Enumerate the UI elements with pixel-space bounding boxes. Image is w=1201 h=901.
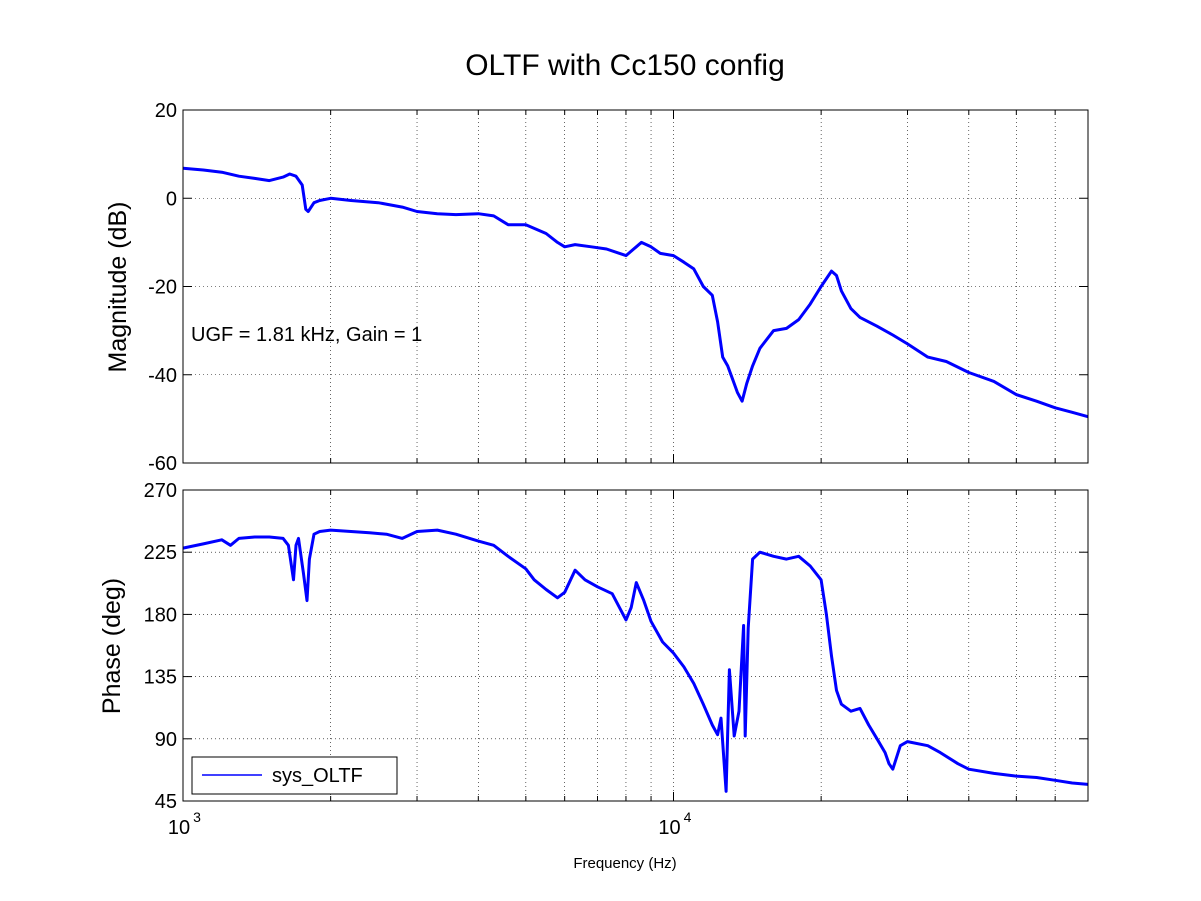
y-tick-label: 90	[155, 729, 177, 751]
legend-entry-sys-oltf: sys_OLTF	[272, 765, 363, 787]
magnitude-series-line	[182, 166, 1089, 419]
y-tick-label: 225	[144, 542, 177, 564]
phase-y-axis-label: Phase (deg)	[98, 578, 126, 714]
x-axis-label: Frequency (Hz)	[573, 855, 676, 872]
chart-title: OLTF with Cc150 config	[465, 49, 785, 82]
phase-series-line	[182, 528, 1089, 793]
x-tick-label-exponent: 3	[193, 809, 201, 825]
phase-grid	[183, 490, 1088, 801]
phase-axes-box	[182, 489, 1089, 802]
magnitude-grid	[183, 110, 1088, 463]
y-tick-label: -20	[148, 277, 177, 299]
legend: sys_OLTF	[191, 756, 398, 795]
phase-plot-area	[183, 490, 1088, 801]
magnitude-y-axis-label: Magnitude (dB)	[104, 202, 132, 373]
y-tick-label: -60	[148, 453, 177, 475]
y-tick-label: 270	[144, 480, 177, 502]
magnitude-axes-box	[182, 109, 1089, 464]
y-tick-label: 135	[144, 667, 177, 689]
y-tick-label: 20	[155, 100, 177, 122]
y-tick-label: 45	[155, 791, 177, 813]
y-tick-label: 0	[166, 188, 177, 210]
y-tick-label: 180	[144, 604, 177, 626]
ugf-annotation: UGF = 1.81 kHz, Gain = 1	[191, 324, 422, 346]
x-tick-label: 10	[168, 817, 190, 839]
phase-y-ticks: 270 225 180 135 90 45	[144, 480, 1088, 813]
y-tick-label: -40	[148, 365, 177, 387]
magnitude-panel: 20 0 -20 -40 -60 Magnitude (dB) UGF = 1.81 k…	[104, 100, 1089, 475]
x-tick-label-exponent: 4	[684, 809, 692, 825]
x-tick-label: 10	[658, 817, 680, 839]
